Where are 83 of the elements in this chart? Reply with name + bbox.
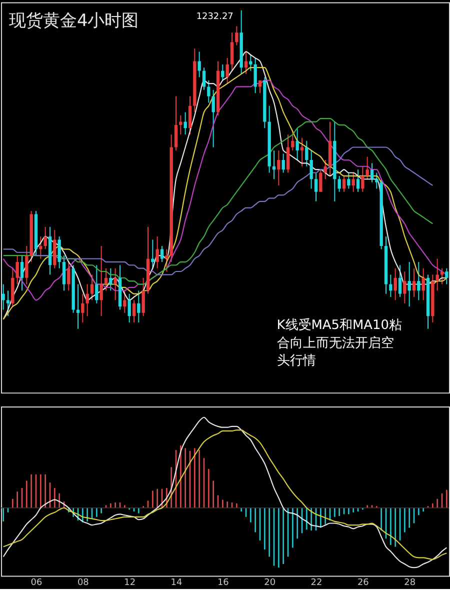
candlestick	[254, 58, 257, 94]
candlestick	[137, 290, 140, 323]
x-tick-label: 16	[217, 578, 230, 588]
x-tick-label: 20	[264, 578, 276, 588]
candlestick	[422, 268, 425, 301]
candlestick	[90, 274, 94, 301]
candlestick	[6, 290, 10, 317]
candlestick	[282, 153, 285, 174]
x-tick-label: 28	[404, 578, 416, 588]
candlestick	[291, 130, 294, 151]
annotation: 1232.27	[196, 12, 234, 22]
candlestick	[151, 239, 154, 269]
x-tick-label: 12	[124, 578, 136, 588]
candlestick	[314, 172, 318, 202]
candlestick	[202, 67, 206, 90]
candlestick	[319, 169, 322, 192]
candlestick	[174, 96, 178, 151]
candlestick	[230, 32, 234, 72]
candlestick	[412, 268, 416, 298]
candlestick	[342, 175, 346, 192]
candlestick	[277, 150, 280, 186]
candlestick	[249, 54, 252, 72]
candlestick	[184, 112, 187, 136]
candlestick	[62, 255, 66, 292]
candlestick	[142, 277, 145, 317]
candlestick	[109, 268, 112, 292]
x-tick-label: 08	[77, 578, 90, 588]
candlestick	[352, 172, 355, 192]
candlestick	[100, 246, 103, 317]
candlestick	[296, 128, 299, 160]
candlestick	[2, 284, 5, 310]
candlestick	[179, 114, 182, 136]
candlestick	[436, 258, 439, 292]
candlestick	[394, 268, 397, 301]
candlestick	[16, 255, 19, 285]
candlestick	[370, 162, 374, 183]
candlestick	[123, 290, 126, 314]
candlestick	[114, 268, 117, 301]
candlestick	[156, 236, 159, 269]
candlestick	[324, 160, 327, 180]
x-tick-label: 14	[170, 578, 182, 588]
candlestick	[207, 80, 210, 104]
candlestick	[403, 271, 406, 304]
candlestick	[445, 268, 448, 285]
candlestick	[39, 236, 42, 260]
candlestick	[76, 284, 80, 330]
candlestick	[305, 140, 308, 167]
candlestick	[25, 246, 28, 285]
candlestick	[212, 89, 215, 148]
candlestick	[356, 169, 360, 192]
candlestick	[67, 261, 70, 292]
candlestick	[417, 261, 420, 301]
candlestick	[221, 64, 224, 81]
candlestick	[188, 96, 192, 136]
candlestick	[86, 284, 89, 317]
candlestick	[128, 293, 131, 323]
candlestick	[81, 293, 84, 323]
candlestick	[389, 274, 392, 298]
candlestick	[235, 26, 238, 46]
candlestick	[58, 236, 61, 269]
candlestick	[44, 226, 47, 250]
candlestick	[226, 58, 229, 84]
annotation: K线受MA5和MA10粘合向上而无法开启空头行情	[276, 318, 402, 369]
candlestick	[286, 134, 290, 174]
x-tick-label: 06	[30, 578, 42, 588]
x-tick-label: 26	[357, 578, 370, 588]
candlestick	[165, 248, 168, 272]
candlestick	[132, 300, 136, 323]
candlestick	[244, 51, 248, 74]
candlestick	[95, 264, 98, 304]
candlestick	[366, 156, 369, 180]
candlestick	[408, 261, 411, 308]
candlestick	[20, 255, 24, 292]
x-tick-label: 22	[310, 578, 322, 588]
candlestick	[375, 172, 378, 190]
candlestick	[398, 264, 402, 298]
candlestick	[338, 175, 341, 192]
chart-title: 现货黄金4小时图	[8, 10, 139, 30]
candlestick	[310, 150, 313, 190]
candlestick	[160, 246, 164, 262]
candlestick	[198, 51, 201, 78]
candlestick	[361, 166, 364, 192]
candlestick	[347, 172, 350, 190]
